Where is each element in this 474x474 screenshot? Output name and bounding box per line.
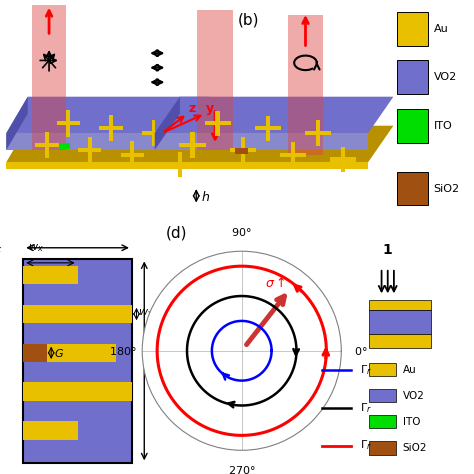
Text: (b): (b) <box>237 12 259 27</box>
Text: $w_y$: $w_y$ <box>138 307 154 322</box>
Bar <box>280 153 306 157</box>
Polygon shape <box>6 133 188 150</box>
Bar <box>23 305 132 323</box>
Bar <box>23 383 132 401</box>
Text: VO2: VO2 <box>434 73 457 82</box>
Polygon shape <box>155 126 393 162</box>
Text: $\Lambda_x$: $\Lambda_x$ <box>0 240 3 255</box>
Bar <box>60 143 71 149</box>
Bar <box>369 363 396 376</box>
Polygon shape <box>6 97 27 150</box>
Bar <box>190 132 195 158</box>
Bar <box>369 415 396 428</box>
Polygon shape <box>155 97 180 150</box>
Bar <box>130 141 134 168</box>
Text: ITO: ITO <box>402 417 420 427</box>
Bar <box>235 148 248 154</box>
Bar <box>99 126 123 130</box>
Bar <box>167 162 193 166</box>
Text: $G$: $G$ <box>55 347 64 359</box>
Bar <box>397 12 428 46</box>
Text: SiO2: SiO2 <box>402 443 427 453</box>
Bar <box>316 120 320 146</box>
Text: $\Gamma_r$: $\Gamma_r$ <box>360 438 372 453</box>
Text: ITO: ITO <box>434 121 453 131</box>
Bar <box>23 266 78 284</box>
Bar <box>120 153 144 157</box>
Bar <box>23 258 132 463</box>
Bar <box>369 300 431 310</box>
Bar <box>204 121 231 125</box>
Bar <box>330 157 356 162</box>
Bar <box>305 131 331 135</box>
Bar <box>88 137 91 163</box>
Bar <box>397 172 428 206</box>
Bar <box>45 132 49 158</box>
Polygon shape <box>155 133 368 150</box>
Bar <box>229 148 256 152</box>
Text: $h$: $h$ <box>201 190 210 204</box>
Text: VO2: VO2 <box>402 391 424 401</box>
Bar <box>66 110 70 137</box>
Bar <box>35 143 59 147</box>
Bar <box>255 126 281 130</box>
Bar <box>56 121 80 126</box>
Text: $\sigma\uparrow$: $\sigma\uparrow$ <box>265 276 285 290</box>
Text: (d): (d) <box>166 225 187 240</box>
Text: SiO2: SiO2 <box>434 183 460 193</box>
Text: Au: Au <box>402 365 416 375</box>
Bar <box>369 334 431 348</box>
Bar <box>265 116 270 141</box>
Bar <box>23 421 78 439</box>
Text: $\mathbf{1}$: $\mathbf{1}$ <box>383 243 393 256</box>
Bar <box>109 115 113 141</box>
Bar <box>240 137 245 163</box>
Polygon shape <box>155 162 368 169</box>
Text: Au: Au <box>434 24 448 34</box>
Bar <box>369 441 396 455</box>
Bar <box>198 9 233 150</box>
Bar <box>291 142 295 167</box>
Text: z: z <box>189 102 196 115</box>
Bar <box>32 5 66 150</box>
Polygon shape <box>6 97 209 133</box>
Bar <box>78 148 101 152</box>
Text: $w_x$: $w_x$ <box>28 242 44 254</box>
Polygon shape <box>6 126 209 162</box>
Bar <box>288 15 323 155</box>
Bar <box>397 109 428 143</box>
Text: y: y <box>206 102 214 115</box>
Bar <box>23 344 46 362</box>
Bar <box>178 152 182 177</box>
Bar <box>369 389 396 402</box>
Bar <box>397 61 428 94</box>
Text: $\Gamma_r$: $\Gamma_r$ <box>360 401 372 415</box>
Bar <box>142 131 165 135</box>
Text: $\Lambda_y$: $\Lambda_y$ <box>150 352 166 369</box>
Polygon shape <box>155 97 393 133</box>
Bar <box>179 143 206 147</box>
Bar <box>23 344 116 362</box>
Bar <box>369 310 431 334</box>
Polygon shape <box>6 162 188 169</box>
Bar <box>215 111 220 136</box>
Text: $\Gamma_r$: $\Gamma_r$ <box>360 363 372 377</box>
Bar <box>152 119 155 146</box>
Bar <box>341 147 346 172</box>
